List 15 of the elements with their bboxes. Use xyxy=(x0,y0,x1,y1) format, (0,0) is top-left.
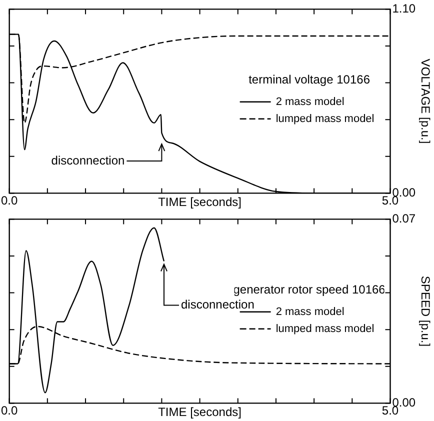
legend-label: lumped mass model xyxy=(276,112,374,125)
y-axis-title: VOLTAGE [p.u.] xyxy=(418,58,432,144)
legend-label: lumped mass model xyxy=(276,322,374,335)
x-axis-title: TIME [seconds] xyxy=(158,405,242,420)
x-tick-label: 0.0 xyxy=(0,404,18,418)
y-axis-title: SPEED [p.u.] xyxy=(418,276,432,347)
y-tick-label: 1.10 xyxy=(392,2,416,16)
legend-title: terminal voltage 10166 xyxy=(248,72,370,86)
x-axis-title: TIME [seconds] xyxy=(158,195,242,210)
annotation: disconnection xyxy=(51,153,125,168)
annotation: disconnection xyxy=(180,298,254,312)
x-tick-label: 0.0 xyxy=(0,194,18,208)
legend-label: 2 mass model xyxy=(276,96,344,108)
legend-label: 2 mass model xyxy=(276,306,344,318)
y-tick-label: 0.07 xyxy=(392,212,416,226)
